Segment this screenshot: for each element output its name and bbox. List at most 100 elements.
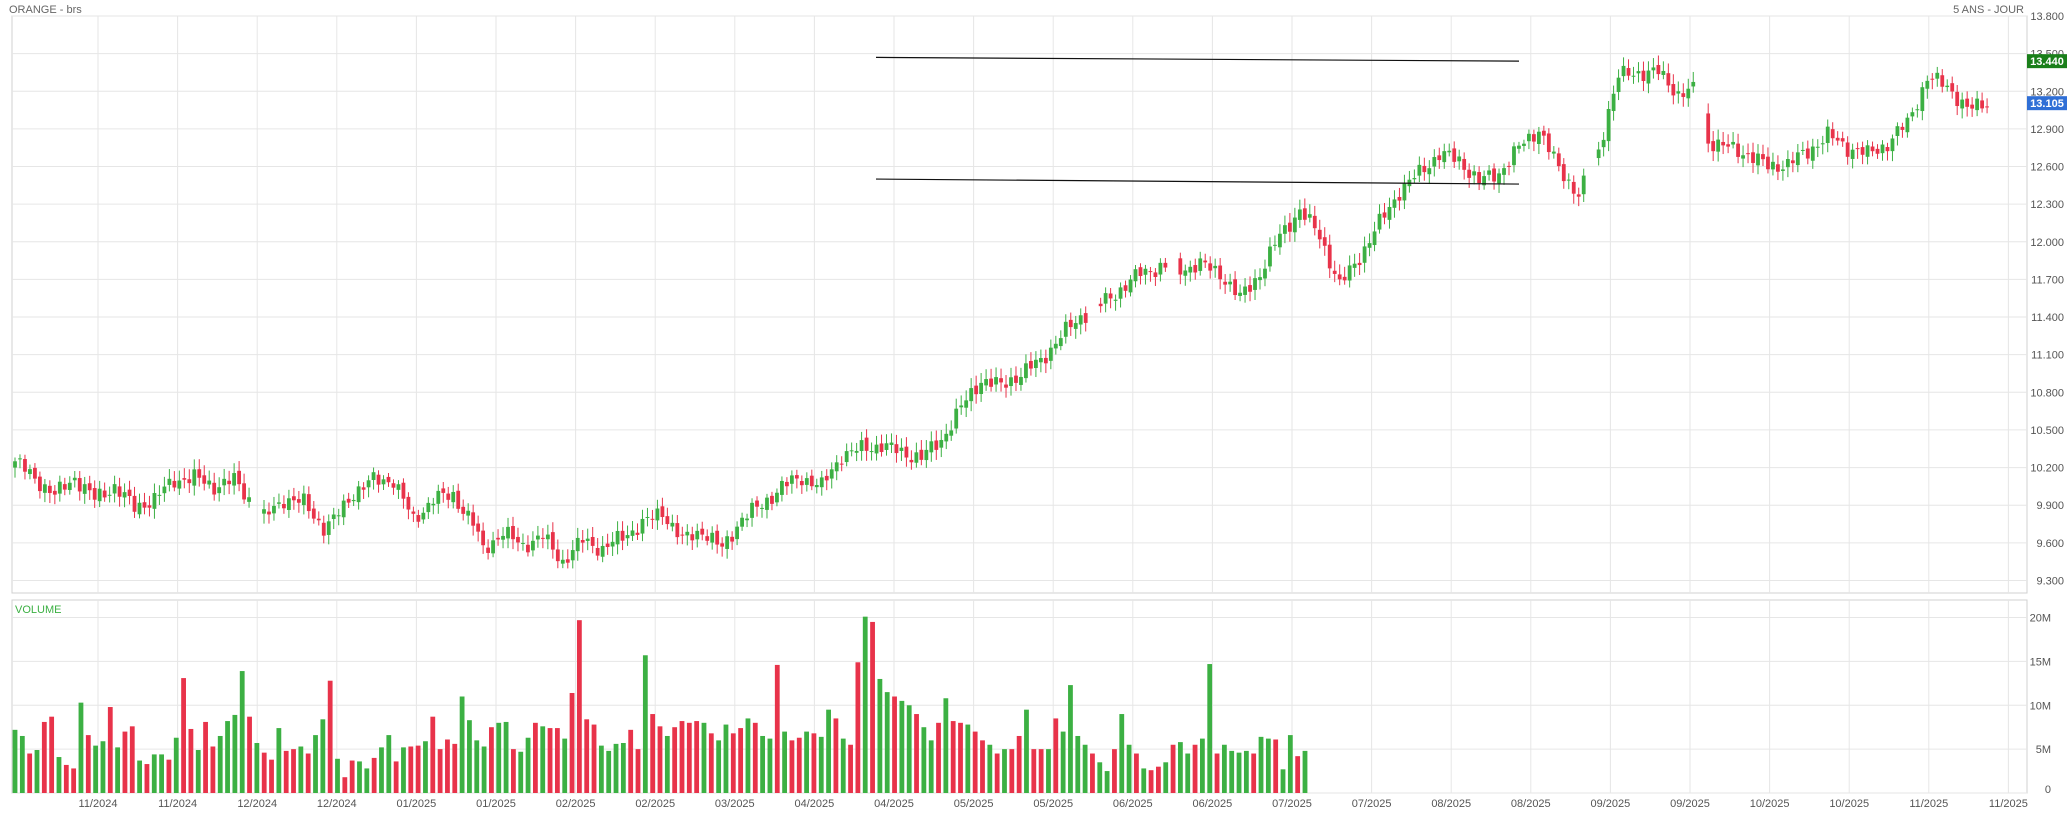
time-tick-label: 01/2025 bbox=[476, 798, 516, 810]
time-tick-label: 07/2025 bbox=[1272, 798, 1312, 810]
candle bbox=[102, 482, 107, 502]
volume-bar bbox=[760, 735, 766, 793]
candle bbox=[217, 477, 222, 502]
candle bbox=[202, 465, 207, 491]
candle bbox=[396, 480, 401, 499]
volume-bar bbox=[379, 747, 384, 793]
volume-tick-label: 15M bbox=[2030, 656, 2051, 668]
candle bbox=[1915, 104, 1920, 118]
candle bbox=[1412, 169, 1417, 184]
candle bbox=[97, 480, 102, 508]
volume-bar bbox=[686, 722, 692, 793]
volume-bar bbox=[892, 696, 897, 793]
volume-bar bbox=[27, 753, 33, 793]
volume-tick-label: 20M bbox=[2030, 613, 2051, 625]
volume-bar bbox=[679, 721, 685, 793]
time-tick-label: 02/2025 bbox=[635, 798, 675, 810]
candle bbox=[1004, 375, 1008, 398]
candle bbox=[192, 459, 197, 496]
candle bbox=[38, 471, 42, 499]
time-tick-label: 12/2024 bbox=[317, 798, 357, 810]
volume-bar bbox=[620, 742, 626, 793]
volume-bar bbox=[364, 768, 370, 793]
candle bbox=[1452, 141, 1457, 168]
candle bbox=[1387, 197, 1392, 229]
volume-bar bbox=[598, 745, 604, 793]
candle bbox=[1029, 352, 1033, 376]
candle bbox=[710, 526, 715, 550]
candle bbox=[1522, 139, 1526, 152]
candle bbox=[356, 480, 361, 510]
candle bbox=[1835, 131, 1840, 146]
volume-bar bbox=[291, 749, 296, 793]
volume-tick-label: 5M bbox=[2036, 744, 2051, 756]
volume-bar bbox=[1068, 685, 1073, 793]
candle bbox=[142, 492, 147, 515]
candle bbox=[1417, 156, 1422, 183]
volume-bar bbox=[247, 716, 252, 793]
volume-bar bbox=[107, 707, 113, 793]
time-axis: 11/2024 11/2024 12/2024 12/2024 01/2025 01/20… bbox=[79, 798, 2028, 810]
candle bbox=[889, 433, 894, 454]
volume-bar bbox=[1258, 736, 1264, 793]
price-tick-label: 12.600 bbox=[2030, 162, 2064, 174]
candle bbox=[501, 527, 505, 549]
candle bbox=[1651, 58, 1656, 79]
candle bbox=[665, 507, 670, 530]
candle bbox=[112, 475, 117, 503]
volume-bar bbox=[298, 746, 304, 793]
candle bbox=[1781, 160, 1785, 181]
volume-bar bbox=[210, 746, 216, 793]
candle bbox=[1083, 306, 1088, 332]
volume-bar bbox=[467, 720, 472, 793]
candle bbox=[834, 455, 839, 481]
candle bbox=[605, 533, 610, 555]
price-tick-label: 13.800 bbox=[2030, 11, 2064, 23]
candle bbox=[640, 509, 645, 542]
volume-bar bbox=[371, 757, 377, 793]
volume-bar bbox=[49, 716, 55, 793]
volume-bar bbox=[928, 740, 934, 793]
time-tick-label: 08/2025 bbox=[1431, 798, 1471, 810]
candle bbox=[1970, 97, 1975, 117]
candle bbox=[874, 435, 879, 461]
candle bbox=[1492, 163, 1496, 190]
volume-bar bbox=[459, 696, 465, 793]
volume-bar bbox=[1221, 744, 1227, 793]
candle bbox=[127, 480, 132, 505]
candle bbox=[1785, 150, 1790, 178]
candle bbox=[52, 485, 57, 505]
volume-bar bbox=[569, 692, 575, 793]
candle bbox=[1621, 57, 1626, 82]
support-trendline bbox=[875, 178, 1520, 185]
candle bbox=[1457, 149, 1462, 170]
candle bbox=[1935, 66, 1940, 87]
candle bbox=[42, 478, 47, 503]
candle bbox=[33, 463, 37, 484]
candle bbox=[1014, 366, 1018, 392]
candle bbox=[750, 498, 754, 527]
candle bbox=[316, 511, 321, 526]
candle bbox=[1332, 260, 1337, 283]
candle bbox=[1233, 271, 1237, 301]
candle bbox=[107, 486, 112, 503]
candle bbox=[1482, 170, 1486, 190]
candle bbox=[1193, 258, 1198, 280]
candle bbox=[426, 497, 431, 519]
volume-bar bbox=[1024, 709, 1029, 793]
candle bbox=[1766, 147, 1770, 174]
candle bbox=[82, 476, 87, 504]
candle bbox=[1546, 128, 1551, 160]
volume-bar bbox=[78, 702, 84, 793]
candle bbox=[1671, 74, 1676, 105]
candle bbox=[969, 378, 974, 412]
volume-bar bbox=[254, 742, 260, 793]
candle bbox=[1287, 213, 1292, 242]
candle bbox=[1746, 143, 1750, 164]
volume-bar bbox=[195, 750, 201, 793]
volume-bar bbox=[1273, 739, 1279, 793]
candle bbox=[1158, 258, 1163, 282]
resistance-trendline bbox=[875, 56, 1520, 62]
candle bbox=[122, 483, 127, 508]
volume-bar bbox=[811, 733, 817, 793]
